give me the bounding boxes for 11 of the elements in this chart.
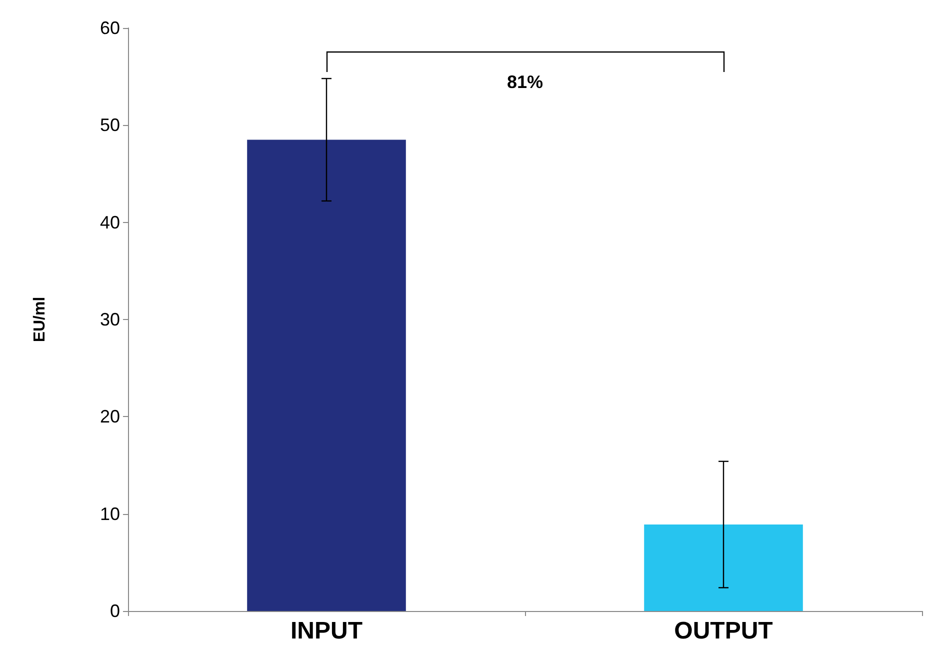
y-axis-title: EU/ml — [32, 296, 48, 342]
y-tick-label: 10 — [100, 504, 120, 524]
y-tick-label: 30 — [100, 310, 120, 330]
y-tick-label: 20 — [100, 406, 120, 427]
y-tick-label: 50 — [100, 115, 120, 136]
x-tick-label: INPUT — [290, 618, 363, 644]
x-tick-label: OUTPUT — [674, 618, 774, 644]
y-tick-label: 60 — [100, 18, 120, 38]
annotation: 81% — [506, 72, 544, 93]
y-tick-label: 40 — [100, 212, 120, 232]
y-tick-label: 0 — [110, 601, 120, 621]
